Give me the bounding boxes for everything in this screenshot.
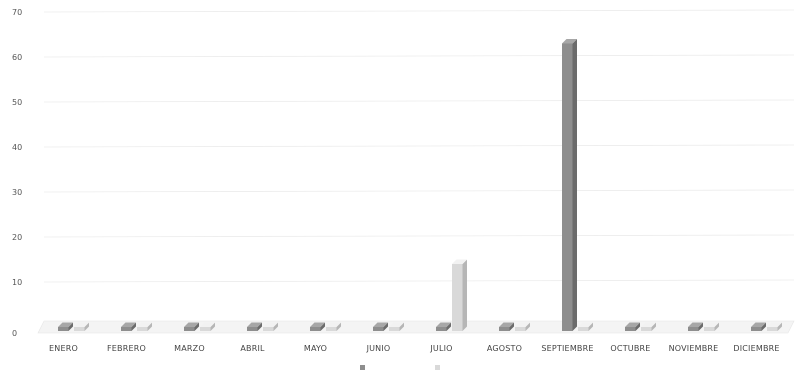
x-tick-label: NOVIEMBRE: [669, 344, 719, 353]
bar: [326, 322, 341, 331]
gridline: [43, 189, 795, 193]
bar: [578, 322, 593, 331]
bar: [625, 322, 640, 331]
x-tick-label: ENERO: [49, 344, 78, 353]
y-tick-label: 40: [12, 143, 22, 152]
x-tick-label: OCTUBRE: [610, 344, 650, 353]
bar: [751, 322, 766, 331]
legend-swatch: [360, 365, 365, 370]
bar: [562, 39, 577, 331]
bar: [688, 322, 703, 331]
gridline: [43, 99, 795, 103]
bar: [74, 322, 89, 331]
bar: [310, 322, 325, 331]
bar: [137, 322, 152, 331]
x-tick-label: MARZO: [174, 344, 205, 353]
x-tick-label: SEPTIEMBRE: [541, 344, 593, 353]
bar: [263, 322, 278, 331]
x-tick-label: DICIEMBRE: [733, 344, 779, 353]
bar: [184, 322, 199, 331]
x-tick-label: ABRIL: [240, 344, 265, 353]
x-tick-label: AGOSTO: [487, 344, 522, 353]
y-tick-label: 10: [12, 278, 22, 287]
x-axis: ENERO FEBRERO MARZO ABRIL MAYO JUNIO JULIO AGOS…: [49, 344, 779, 353]
bar: [58, 322, 73, 331]
bar: [704, 322, 719, 331]
bar: [499, 322, 514, 331]
legend-swatch: [435, 365, 440, 370]
y-tick-label: 60: [12, 53, 22, 62]
chart-floor: [37, 320, 795, 334]
bar: [121, 322, 136, 331]
x-tick-label: JUNIO: [366, 344, 391, 353]
gridline: [43, 54, 795, 58]
bar: [200, 322, 215, 331]
bar: [515, 322, 530, 331]
y-axis: 0 10 20 30 40 50 60 70: [12, 8, 22, 338]
bar: [767, 322, 782, 331]
bar: [641, 322, 656, 331]
y-tick-label: 70: [12, 8, 22, 17]
bar: [389, 322, 404, 331]
bar: [373, 322, 388, 331]
gridline: [43, 234, 795, 238]
y-tick-label: 30: [12, 188, 22, 197]
gridline: [43, 144, 795, 148]
legend: [360, 365, 440, 370]
x-tick-label: MAYO: [304, 344, 327, 353]
y-tick-label: 50: [12, 98, 22, 107]
x-tick-label: JULIO: [429, 344, 452, 353]
gridlines: [37, 9, 795, 334]
bar: [452, 259, 467, 331]
bar: [436, 322, 451, 331]
y-tick-label: 0: [12, 329, 17, 338]
y-tick-label: 20: [12, 233, 22, 242]
bars: [58, 39, 782, 331]
bar: [247, 322, 262, 331]
x-tick-label: FEBRERO: [107, 344, 146, 353]
gridline: [43, 279, 795, 283]
gridline: [43, 9, 795, 13]
